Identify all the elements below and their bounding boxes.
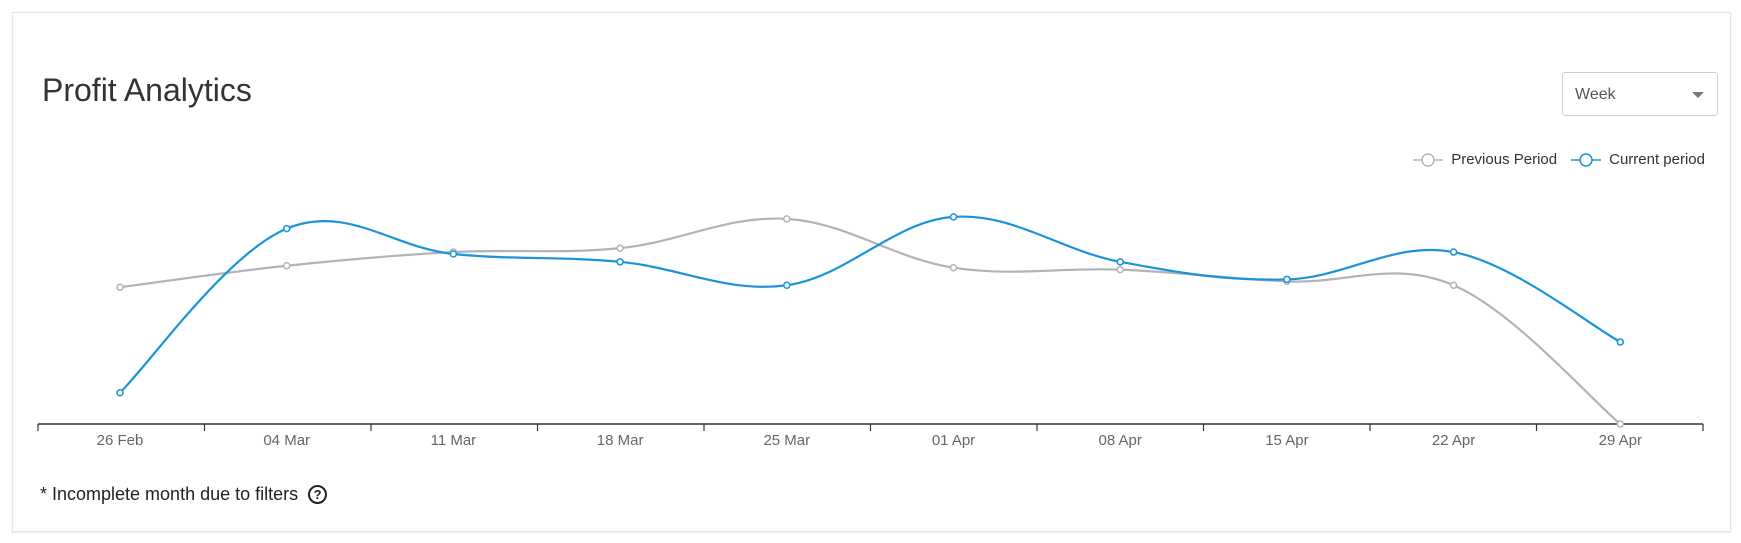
data-point-previous	[116, 283, 124, 291]
data-point-previous	[1116, 265, 1124, 274]
footnote: * Incomplete month due to filters ?	[40, 484, 328, 505]
legend-label-current: Current period	[1609, 151, 1705, 168]
x-tick-label: 15 Apr	[1265, 432, 1308, 449]
legend-item-previous[interactable]: Previous Period	[1413, 151, 1557, 168]
data-point-current	[616, 258, 624, 266]
page-title: Profit Analytics	[42, 72, 252, 108]
data-point-current	[1116, 258, 1124, 266]
x-tick-label: 22 Apr	[1432, 432, 1475, 449]
data-point-current	[449, 250, 458, 258]
question-circle-icon[interactable]: ?	[308, 485, 328, 504]
chevron-down-icon	[1692, 92, 1704, 98]
legend-marker-previous	[1413, 152, 1444, 167]
data-point-previous	[1616, 420, 1625, 428]
footnote-text: * Incomplete month due to filters	[40, 484, 299, 504]
chart-card	[12, 12, 1731, 532]
x-tick-label: 11 Mar	[431, 432, 477, 449]
data-point-current	[1449, 248, 1458, 256]
data-point-current	[1283, 275, 1291, 284]
legend-item-current[interactable]: Current period	[1571, 151, 1705, 168]
x-tick-label: 26 Feb	[97, 432, 144, 449]
data-point-current	[282, 224, 291, 233]
legend-marker-current	[1571, 152, 1602, 167]
data-point-previous	[949, 263, 958, 272]
x-tick-label: 08 Apr	[1099, 432, 1142, 449]
data-point-previous	[1449, 281, 1458, 290]
data-point-current	[783, 281, 791, 290]
data-point-previous	[783, 215, 791, 223]
series-line-previous	[119, 217, 1622, 425]
x-tick-label: 25 Mar	[763, 432, 810, 449]
period-select[interactable]: Week	[1562, 72, 1718, 116]
data-point-current	[1616, 338, 1625, 346]
chart-legend: Previous Period Current period	[1413, 151, 1705, 168]
x-tick-label: 01 Apr	[932, 432, 975, 449]
legend-label-previous: Previous Period	[1451, 151, 1558, 168]
x-tick-label: 29 Apr	[1599, 432, 1642, 449]
data-point-current	[949, 213, 958, 221]
x-tick-label: 04 Mar	[263, 432, 310, 449]
data-point-previous	[616, 244, 624, 252]
x-tick-label: 18 Mar	[597, 432, 644, 449]
data-point-current	[116, 388, 124, 397]
series-line-current	[119, 215, 1621, 394]
data-point-previous	[282, 261, 291, 270]
period-select-value: Week	[1575, 86, 1616, 103]
